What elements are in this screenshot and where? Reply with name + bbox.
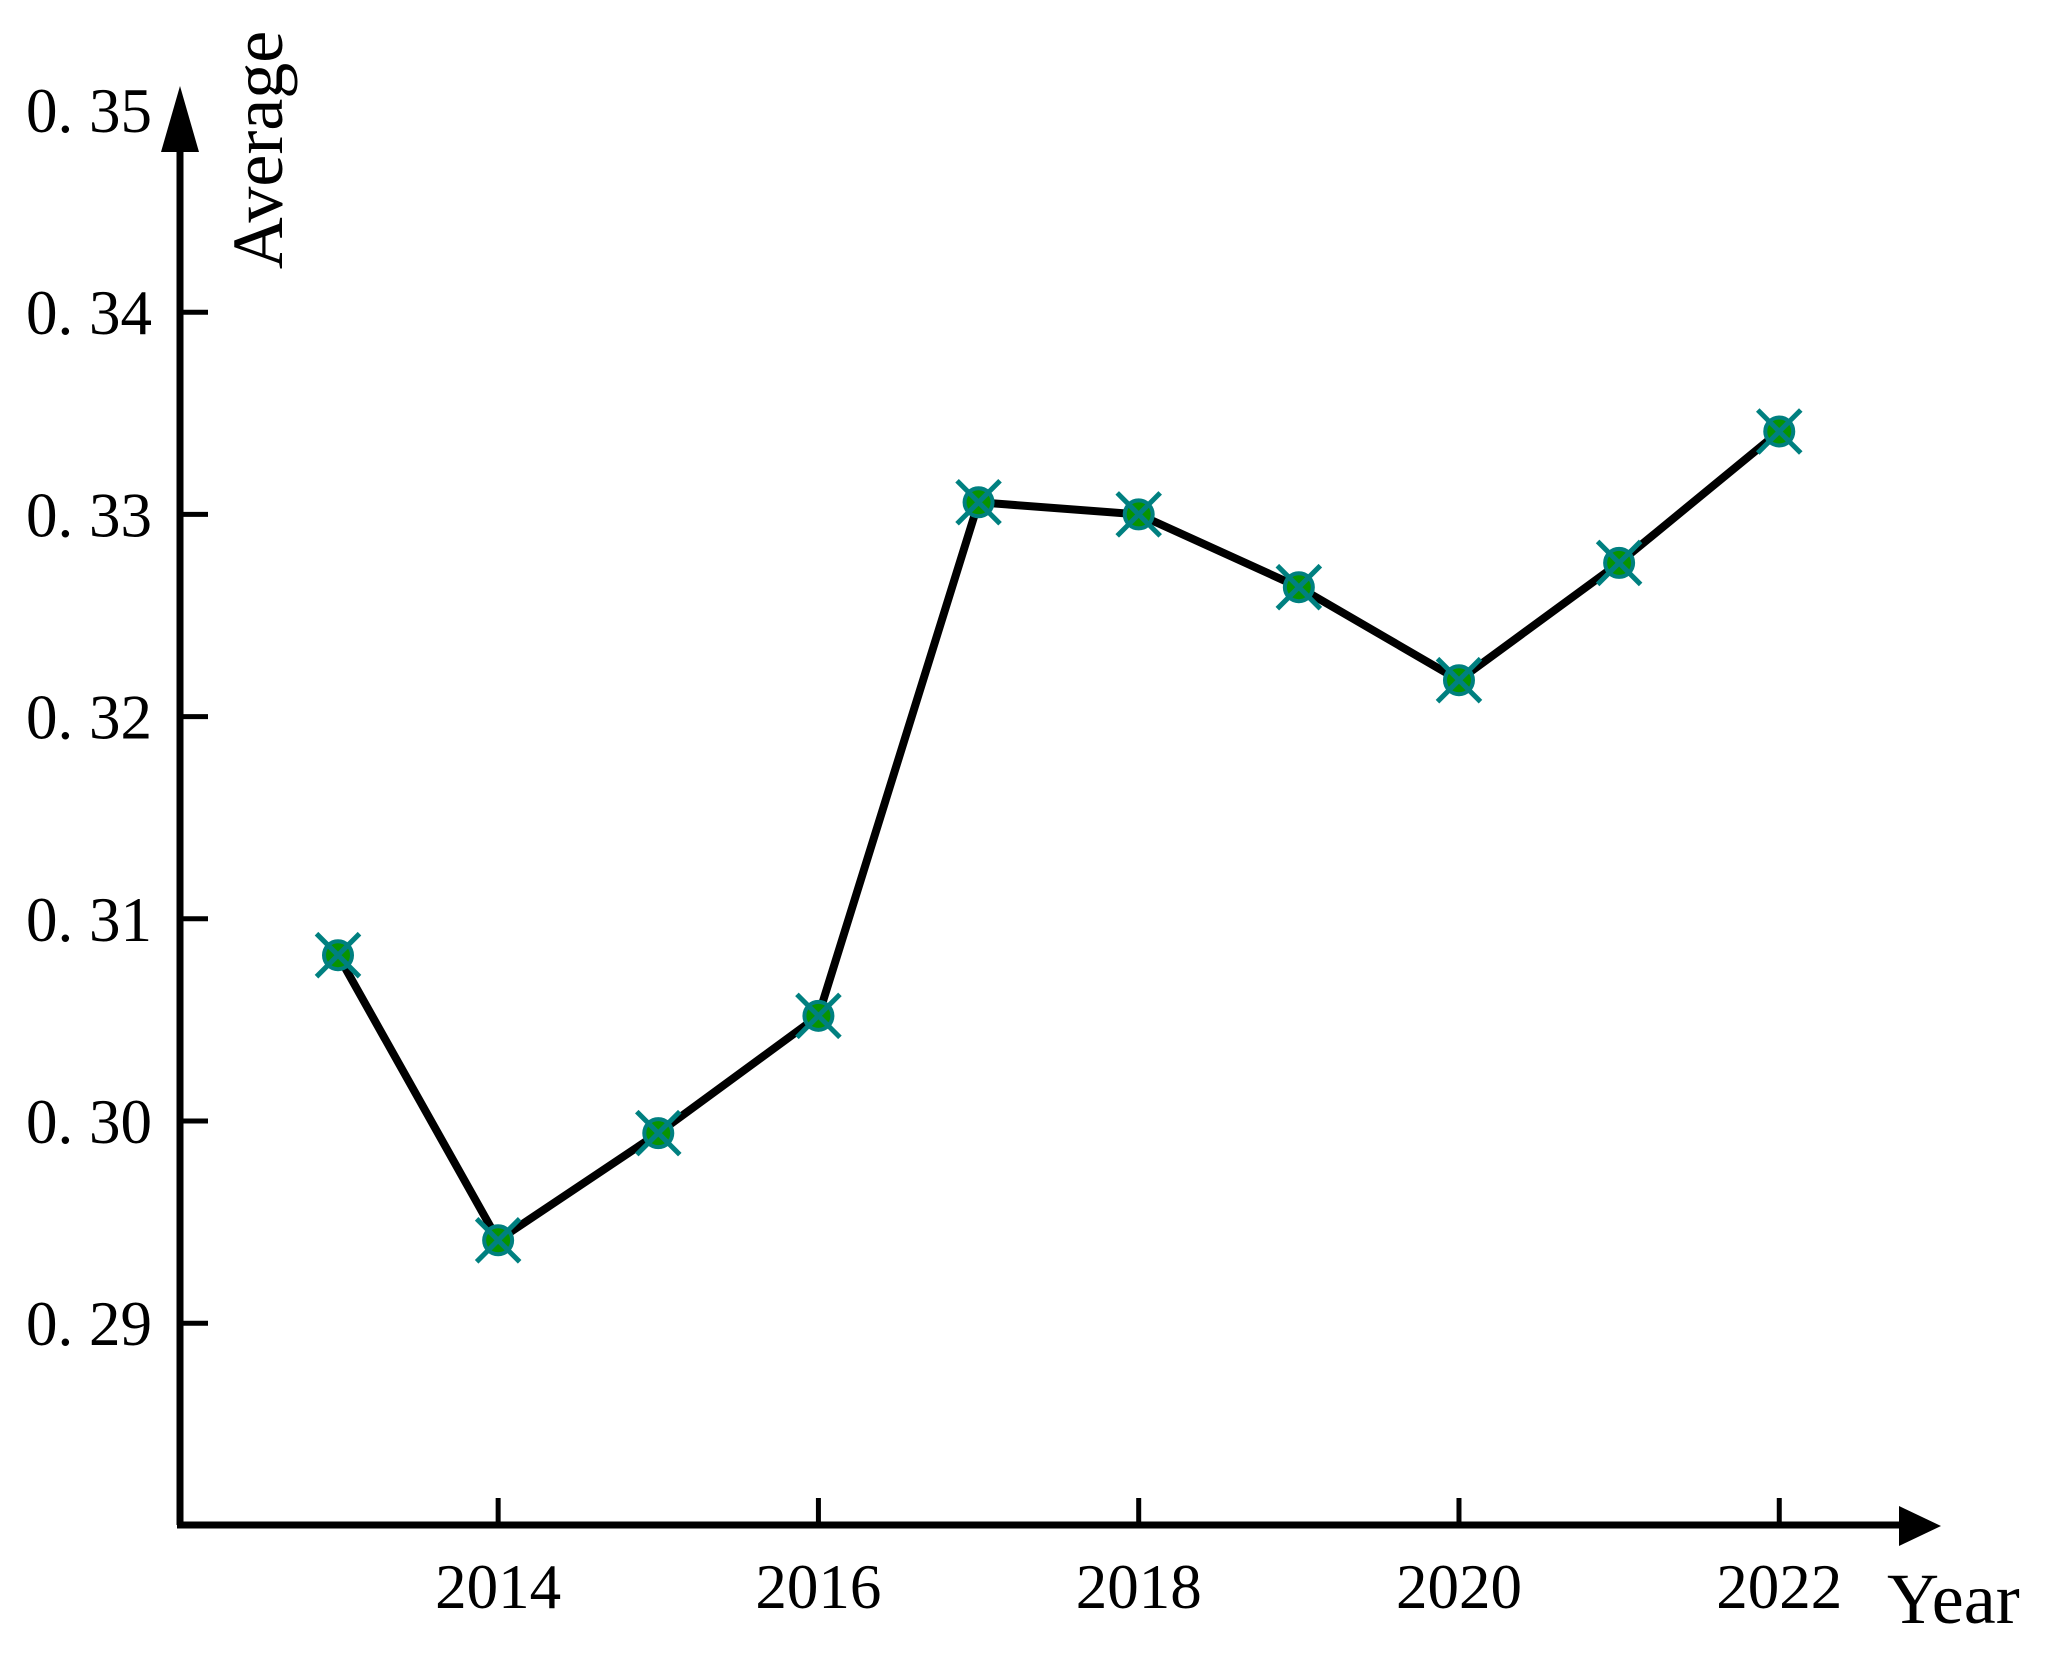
marker-cross-icon: [955, 479, 1002, 526]
y-tick-label: 0. 33: [26, 480, 152, 550]
x-axis-arrow-icon: [1899, 1506, 1941, 1546]
marker-cross-icon: [1435, 656, 1483, 704]
y-tick-label: 0. 34: [26, 278, 152, 348]
x-tick-label: 2022: [1716, 1552, 1842, 1622]
marker-cross-icon: [1595, 539, 1643, 587]
marker-cross-icon: [1755, 408, 1803, 455]
x-tick-label: 2016: [755, 1552, 881, 1622]
y-axis-title: Average: [218, 31, 298, 270]
x-axis-title: Year: [1887, 1559, 2020, 1639]
y-axis-arrow-icon: [161, 86, 199, 152]
marker-cross-icon: [1115, 491, 1162, 538]
y-tick-label: 0. 29: [26, 1289, 152, 1359]
y-tick-label: 0. 32: [26, 683, 152, 753]
y-tick-label: 0. 31: [26, 885, 152, 955]
y-tick-label: 0. 30: [26, 1087, 152, 1157]
y-tick-label: 0. 35: [26, 76, 152, 146]
marker-cross-icon: [1275, 563, 1323, 611]
marker-cross-icon: [314, 931, 362, 979]
x-tick-label: 2020: [1396, 1552, 1522, 1622]
marker-cross-icon: [795, 992, 842, 1040]
series-line: [334, 428, 1782, 1247]
marker-cross-icon: [635, 1109, 682, 1157]
marker-cross-icon: [474, 1217, 522, 1264]
x-tick-label: 2018: [1076, 1552, 1202, 1622]
x-tick-label: 2014: [435, 1552, 561, 1622]
